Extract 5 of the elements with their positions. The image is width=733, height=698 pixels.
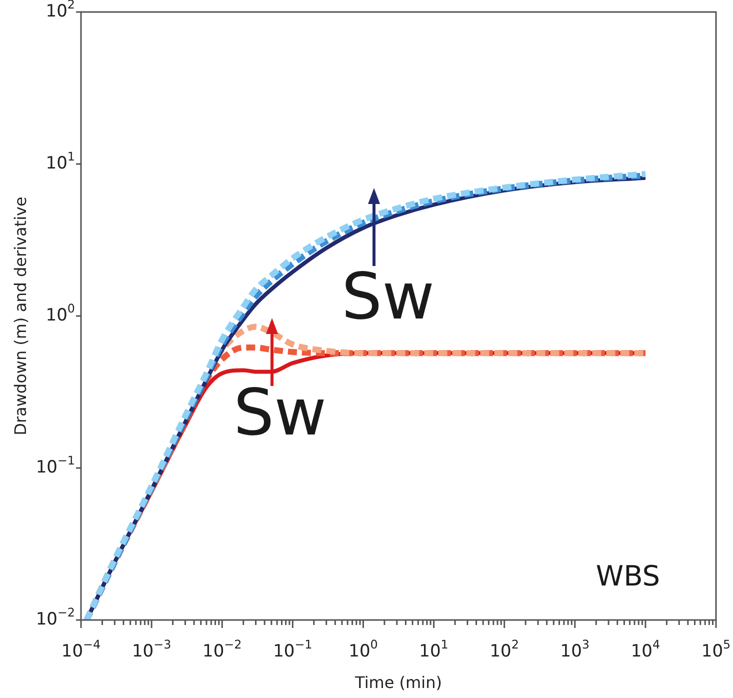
annotation: Sw: [342, 260, 434, 335]
x-axis-title: Time (min): [354, 673, 442, 692]
annotation: WBS: [596, 559, 660, 592]
annotation: Sw: [234, 376, 326, 451]
y-axis-title: Drawdown (m) and derivative: [11, 196, 30, 436]
